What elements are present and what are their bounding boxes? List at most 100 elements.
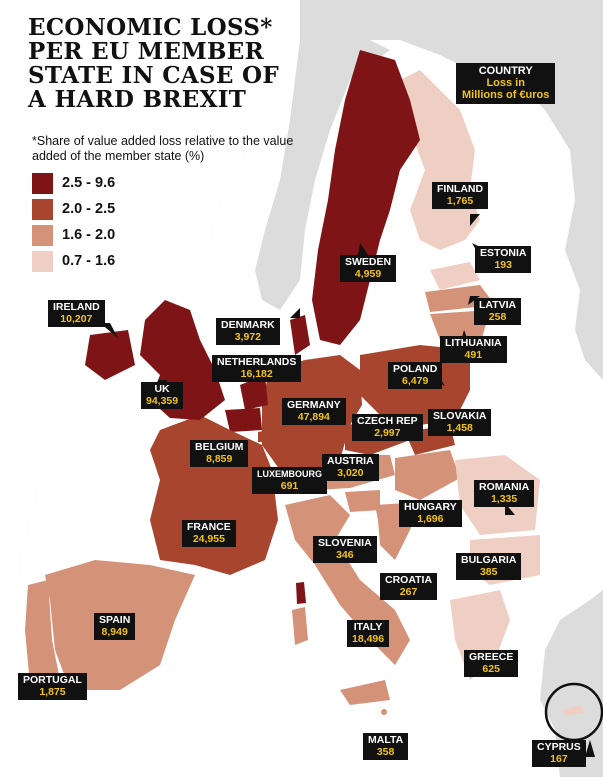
- country-value: 358: [376, 745, 395, 758]
- label-denmark: DENMARK 3,972: [216, 318, 280, 345]
- country-name: FRANCE: [187, 521, 231, 533]
- label-sweden: SWEDEN 4,959: [340, 255, 397, 282]
- legend-label: 2.5 - 9.6: [62, 175, 116, 191]
- country-name: CROATIA: [385, 574, 433, 586]
- country-value: 8,859: [206, 452, 233, 465]
- label-slovenia: SLOVENIA 346: [313, 536, 377, 563]
- title-line: A HARD BREXIT: [28, 86, 247, 113]
- legend-label: 2.0 - 2.5: [62, 201, 116, 217]
- country-value: 18,496: [352, 632, 385, 645]
- country-value: 491: [464, 348, 483, 361]
- region-sardinia: [292, 607, 308, 645]
- label-lithuania: LITHUANIA 491: [440, 336, 507, 363]
- country-value: 691: [280, 479, 299, 492]
- title-line: ECONOMIC LOSS*: [28, 14, 273, 41]
- legend-item: 1.6 - 2.0: [32, 224, 115, 246]
- map-title: ECONOMIC LOSS* PER EU MEMBER STATE IN CA…: [28, 16, 328, 112]
- key-country: COUNTRY: [478, 65, 533, 77]
- legend-swatch: [32, 250, 53, 272]
- region-corsica: [296, 582, 306, 604]
- country-name: GREECE: [469, 651, 514, 663]
- region-sicily: [340, 680, 390, 705]
- legend-label: 0.7 - 1.6: [62, 253, 116, 269]
- country-name: BULGARIA: [461, 554, 517, 566]
- title-line: PER EU MEMBER: [28, 38, 264, 65]
- label-latvia: LATVIA 258: [474, 298, 522, 325]
- label-belgium: BELGIUM 8,859: [190, 440, 249, 467]
- country-name: MALTA: [368, 734, 404, 746]
- country-value: 94,359: [146, 394, 179, 407]
- country-value: 258: [488, 310, 507, 323]
- region-ireland: [85, 330, 135, 380]
- country-value: 1,696: [417, 512, 444, 525]
- title-line: STATE IN CASE OF: [28, 62, 279, 89]
- country-value: 4,959: [354, 267, 382, 280]
- label-hungary: HUNGARY 1,696: [399, 500, 462, 527]
- country-name: POLAND: [393, 363, 438, 375]
- region-portugal: [25, 580, 60, 685]
- country-value: 625: [482, 662, 500, 675]
- country-name: AUSTRIA: [327, 455, 374, 467]
- norway: [255, 30, 390, 310]
- label-germany: GERMANY 47,894: [282, 398, 346, 425]
- country-value: 10,207: [60, 312, 93, 325]
- region-netherlands: [240, 375, 268, 410]
- label-czech: CZECH REP 2,997: [352, 414, 423, 441]
- label-cyprus: CYPRUS 167: [532, 740, 586, 767]
- legend-swatch: [32, 172, 53, 194]
- country-name: SLOVAKIA: [433, 410, 487, 422]
- country-name: HUNGARY: [404, 501, 457, 513]
- country-name: SLOVENIA: [318, 537, 372, 549]
- country-value: 16,182: [240, 367, 273, 380]
- region-malta: [381, 709, 387, 715]
- country-name: DENMARK: [221, 319, 275, 331]
- label-greece: GREECE 625: [464, 650, 519, 677]
- label-netherlands: NETHERLANDS 16,182: [212, 355, 302, 382]
- country-name: LITHUANIA: [445, 337, 502, 349]
- country-value: 8,949: [101, 625, 128, 638]
- country-name: BELGIUM: [195, 441, 244, 453]
- country-name: NETHERLANDS: [217, 356, 297, 368]
- label-luxembourg: LUXEMBOURG 691: [252, 467, 327, 494]
- label-france: FRANCE 24,955: [182, 520, 236, 547]
- region-belgium: [225, 408, 262, 432]
- country-value: 1,458: [446, 421, 473, 434]
- region-sweden: [312, 50, 420, 345]
- label-spain: SPAIN 8,949: [94, 613, 136, 640]
- country-name: IRELAND: [53, 301, 100, 313]
- legend-item: 0.7 - 1.6: [32, 250, 115, 272]
- country-value: 3,020: [337, 466, 364, 479]
- label-portugal: PORTUGAL 1,875: [18, 673, 87, 700]
- country-name: GERMANY: [287, 399, 341, 411]
- legend-item: 2.0 - 2.5: [32, 198, 115, 220]
- footnote: *Share of value added loss relative to t…: [32, 134, 294, 163]
- label-croatia: CROATIA 267: [380, 573, 438, 600]
- legend-item: 2.5 - 9.6: [32, 172, 115, 194]
- label-slovakia: SLOVAKIA 1,458: [428, 409, 492, 436]
- label-malta: MALTA 358: [363, 733, 409, 760]
- country-name: ESTONIA: [480, 247, 527, 259]
- country-value: 24,955: [192, 532, 225, 545]
- country-value: 2,997: [374, 426, 401, 439]
- legend-swatch: [32, 224, 53, 246]
- country-name: PORTUGAL: [23, 674, 82, 686]
- country-name: FINLAND: [437, 183, 484, 195]
- region-cyprus: [562, 705, 585, 716]
- country-value: 3,972: [234, 330, 261, 343]
- label-key: COUNTRY Loss in Millions of €uros: [456, 63, 556, 104]
- country-value: 167: [550, 752, 568, 765]
- label-austria: AUSTRIA 3,020: [322, 454, 379, 481]
- label-finland: FINLAND 1,765: [432, 182, 489, 209]
- region-luxembourg: [258, 430, 268, 442]
- atlantic-sea: [0, 0, 300, 660]
- country-value: 1,765: [446, 194, 474, 207]
- region-estonia: [430, 262, 480, 290]
- country-name: SPAIN: [99, 614, 131, 626]
- key-unit: Millions of €uros: [462, 89, 550, 101]
- key-loss: Loss in: [486, 77, 525, 89]
- country-value: 47,894: [297, 410, 330, 423]
- label-poland: POLAND 6,479: [388, 362, 443, 389]
- legend-label: 1.6 - 2.0: [62, 227, 116, 243]
- country-name: UK: [154, 383, 170, 395]
- country-value: 193: [494, 258, 512, 271]
